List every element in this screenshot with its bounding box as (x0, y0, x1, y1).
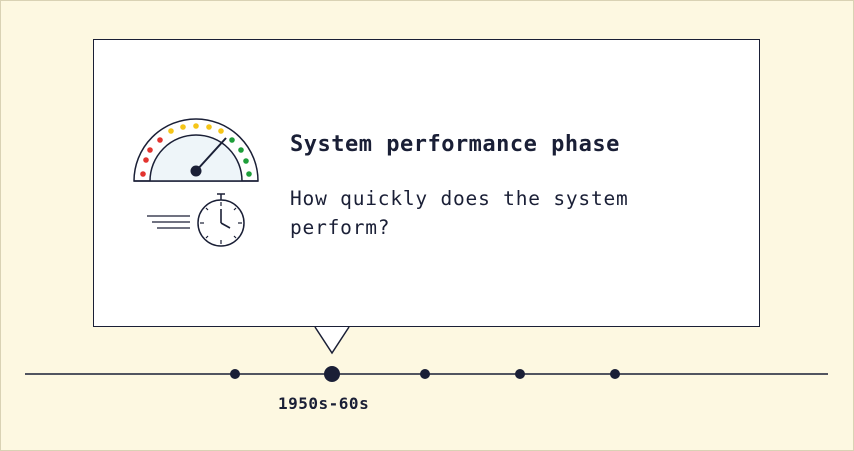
phase-title: System performance phase (290, 132, 620, 157)
callout-pointer (314, 326, 350, 355)
callout-panel (93, 39, 760, 327)
phase-description: How quickly does the system perform? (290, 187, 629, 239)
timeline-dot-active[interactable] (324, 366, 340, 382)
timeline (25, 366, 828, 382)
performance-illustration (130, 116, 262, 250)
timeline-dot[interactable] (230, 369, 240, 379)
speedometer-icon (133, 118, 259, 182)
stopwatch-icon (147, 193, 245, 247)
timeline-dot[interactable] (610, 369, 620, 379)
timeline-dot[interactable] (515, 369, 525, 379)
timeline-active-label: 1950s-60s (278, 394, 370, 413)
timeline-dot[interactable] (420, 369, 430, 379)
